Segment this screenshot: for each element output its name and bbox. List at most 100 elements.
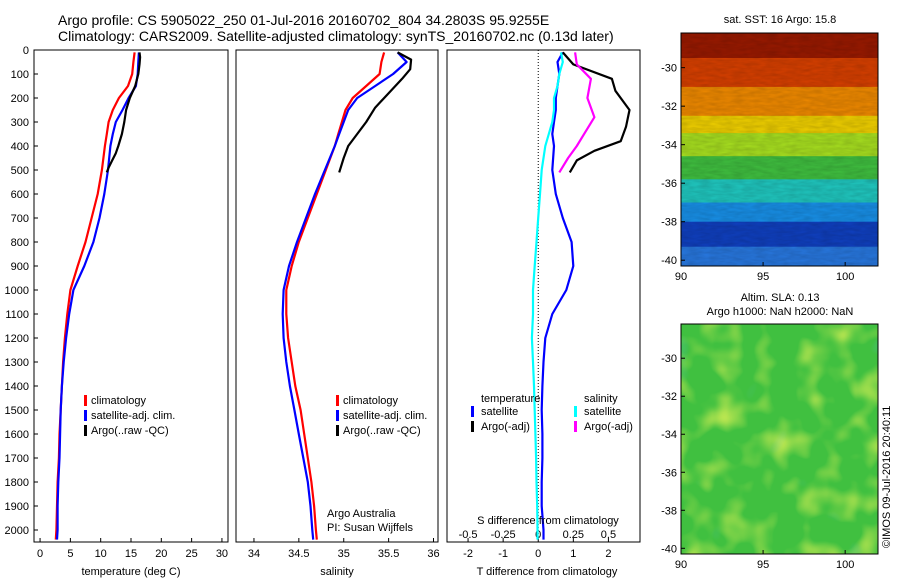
- map-y-tick-label: -30: [661, 63, 677, 75]
- s-difference-xlabel: S difference from climatology: [477, 515, 619, 527]
- series-line-satellite-temperature: [540, 51, 575, 540]
- legend-argo: Argo(..raw -QC): [343, 425, 421, 437]
- legend-swatch-satellite: [336, 410, 339, 421]
- temperature-xlabel: temperature (deg C): [81, 566, 180, 578]
- x-tick-label: 5: [67, 548, 73, 560]
- sst-map: 90 95 100 -30 -32 -34 -36 -38 -40: [661, 32, 879, 283]
- y-tick-label: 800: [11, 237, 29, 249]
- plot-title-line1: Argo profile: CS 5905022_250 01-Jul-2016…: [58, 12, 550, 28]
- x-tick-label: -2: [463, 548, 473, 560]
- s-tick-label: 0.25: [563, 529, 584, 541]
- sla-map: 90 95 100 -30 -32 -34 -36 -38 -40: [661, 323, 879, 571]
- series-line-argo-adj--salinity: [558, 52, 596, 173]
- legend-swatch-s-satellite: [574, 406, 577, 417]
- temperature-panel: 0 100 200 300 400 500 600 700 800 900 1000 1100 1200…: [5, 45, 229, 578]
- credit-line1: Argo Australia: [327, 508, 396, 520]
- map-y-tick-label: -36: [661, 467, 677, 479]
- x-tick-label: -1: [498, 548, 508, 560]
- y-tick-label: 1100: [5, 309, 29, 321]
- legend-t-argo: Argo(-adj): [481, 421, 530, 433]
- legend-swatch-satellite: [84, 410, 87, 421]
- y-tick-label: 1400: [5, 381, 29, 393]
- y-tick-label: 100: [11, 69, 29, 81]
- y-tick-label: 2000: [5, 525, 29, 537]
- y-tick-label: 200: [11, 93, 29, 105]
- x-tick-label: 1: [570, 548, 576, 560]
- x-tick-label: 25: [186, 548, 198, 560]
- difference-legend: temperature salinity satellite Argo(-adj…: [471, 393, 633, 433]
- salinity-panel: 34 34.5 35 35.5 36 salinity climatology sate…: [235, 49, 440, 578]
- map-x-tick-label: 100: [836, 271, 854, 283]
- y-tick-label: 600: [11, 189, 29, 201]
- map-x-tick-label: 95: [757, 559, 769, 571]
- legend-title-salinity: salinity: [584, 393, 618, 405]
- y-tick-label: 300: [11, 117, 29, 129]
- map-y-tick-label: -34: [661, 140, 677, 152]
- sst-map-frame: [680, 32, 879, 267]
- map-y-tick-label: -30: [661, 353, 677, 365]
- map-y-tick-label: -32: [661, 101, 677, 113]
- legend-climatology: climatology: [91, 395, 147, 407]
- legend-t-satellite: satellite: [481, 406, 518, 418]
- series-line-argo-raw-qc-: [105, 52, 142, 173]
- map-y-tick-label: -38: [661, 505, 677, 517]
- legend-satellite: satellite-adj. clim.: [91, 410, 175, 422]
- series-line-satellite-adj-clim-: [281, 51, 408, 540]
- map-x-tick-label: 90: [675, 559, 687, 571]
- legend-title-temperature: temperature: [481, 393, 540, 405]
- s-tick-label: -0.5: [459, 529, 478, 541]
- x-tick-label: 35: [338, 548, 350, 560]
- map-y-tick-label: -34: [661, 429, 677, 441]
- legend-swatch-climatology: [336, 395, 339, 406]
- s-tick-label: -0.25: [491, 529, 516, 541]
- temperature-legend: climatology satellite-adj. clim. Argo(..…: [84, 395, 175, 437]
- salinity-xlabel: salinity: [320, 566, 354, 578]
- s-tick-label: 0.5: [601, 529, 616, 541]
- legend-argo: Argo(..raw -QC): [91, 425, 169, 437]
- series-line-argo-raw-qc-: [338, 51, 413, 173]
- legend-swatch-argo: [84, 425, 87, 436]
- map-y-tick-label: -40: [661, 255, 677, 267]
- y-tick-label: 700: [11, 213, 29, 225]
- legend-s-satellite: satellite: [584, 406, 621, 418]
- legend-s-argo: Argo(-adj): [584, 421, 633, 433]
- x-tick-label: 15: [125, 548, 137, 560]
- series-line-satellite-adj-clim-: [55, 52, 140, 540]
- y-tick-label: 1300: [5, 357, 29, 369]
- map-y-tick-label: -36: [661, 178, 677, 190]
- map-y-tick-label: -38: [661, 217, 677, 229]
- legend-climatology: climatology: [343, 395, 399, 407]
- x-tick-label: 35.5: [378, 548, 399, 560]
- y-tick-label: 1900: [5, 501, 29, 513]
- x-tick-label: 10: [95, 548, 107, 560]
- x-tick-label: 2: [605, 548, 611, 560]
- x-tick-label: 20: [155, 548, 167, 560]
- x-tick-label: 34: [248, 548, 260, 560]
- t-difference-xlabel: T difference from climatology: [477, 566, 618, 578]
- y-tick-label: 1800: [5, 477, 29, 489]
- y-tick-label: 1200: [5, 333, 29, 345]
- credit-line2: PI: Susan Wijffels: [327, 522, 413, 534]
- x-tick-label: 34.5: [288, 548, 309, 560]
- difference-axes-frame: [446, 49, 641, 543]
- x-tick-label: 0: [37, 548, 43, 560]
- salinity-axes-frame: [235, 49, 439, 543]
- salinity-legend: climatology satellite-adj. clim. Argo(..…: [336, 395, 427, 437]
- sst-map-title: sat. SST: 16 Argo: 15.8: [723, 14, 837, 26]
- legend-satellite: satellite-adj. clim.: [343, 410, 427, 422]
- sla-low-anomalies: [681, 324, 878, 554]
- legend-swatch-climatology: [84, 395, 87, 406]
- difference-panel: -2 -1 0 1 2-0.5 -0.25 0 0.25 0.5 S difference fr…: [446, 49, 641, 578]
- y-tick-label: 1500: [5, 405, 29, 417]
- temperature-axes-frame: [33, 49, 229, 543]
- map-x-tick-label: 90: [675, 271, 687, 283]
- y-tick-label: 1000: [5, 285, 29, 297]
- y-tick-label: 900: [11, 261, 29, 273]
- map-y-tick-label: -32: [661, 391, 677, 403]
- x-tick-label: 30: [216, 548, 228, 560]
- x-tick-label: 36: [427, 548, 439, 560]
- x-tick-label: 0: [535, 548, 541, 560]
- y-tick-label: 500: [11, 165, 29, 177]
- y-tick-label: 400: [11, 141, 29, 153]
- series-line-satellite-salinity: [530, 52, 564, 540]
